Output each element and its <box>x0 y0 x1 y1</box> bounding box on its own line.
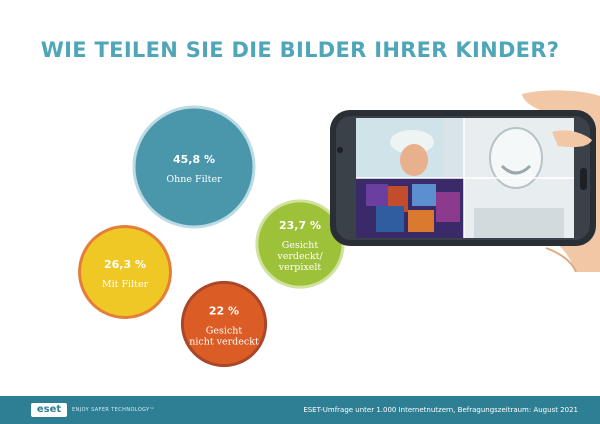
bubble-category-label: Gesicht <box>282 240 319 251</box>
bubble-value-label: 23,7 % <box>279 219 321 232</box>
bubble-value-label: 45,8 % <box>173 153 215 166</box>
footer-tagline: ENJOY SAFER TECHNOLOGY™ <box>72 407 156 413</box>
bubble-1: 26,3 % Mit Filter <box>78 225 172 319</box>
bubble-value-label: 26,3 % <box>104 258 146 271</box>
bubble-category-label: verpixelt <box>278 262 322 273</box>
eset-logo: eset <box>31 403 67 417</box>
bubble-category-label: Gesicht <box>206 326 243 337</box>
bubble-0: 45,8 % Ohne Filter <box>132 105 256 229</box>
bubble-category-label: Ohne Filter <box>166 174 222 185</box>
bubble-category-label: nicht verdeckt <box>189 337 259 348</box>
page-title: WIE TEILEN SIE DIE BILDER IHRER KINDER? <box>40 38 560 62</box>
bubble-circle <box>180 280 268 368</box>
bubble-category-label: Mit Filter <box>102 279 149 290</box>
bubble-circle <box>132 105 256 229</box>
footer-bar: eset ENJOY SAFER TECHNOLOGY™ ESET-Umfrag… <box>0 396 600 424</box>
bubble-category-label: verdeckt/ <box>276 251 323 262</box>
bubble-circle <box>78 225 172 319</box>
source-note: ESET-Umfrage unter 1.000 Internetnutzern… <box>303 406 578 414</box>
bubble-chart: 45,8 % Ohne Filter 26,3 % Mit Filter 23,7 % G… <box>78 105 345 368</box>
bubble-value-label: 22 % <box>209 305 239 318</box>
smartphone-photo-icon <box>330 90 600 272</box>
